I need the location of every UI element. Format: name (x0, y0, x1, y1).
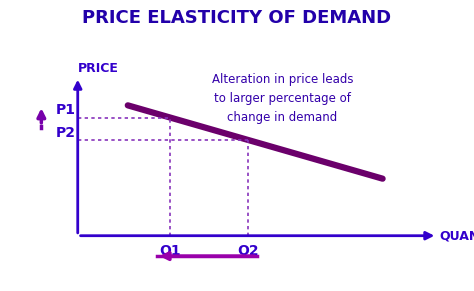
Text: Q2: Q2 (237, 244, 259, 258)
Text: P1: P1 (55, 102, 75, 117)
Text: P2: P2 (55, 125, 75, 140)
Text: Q1: Q1 (159, 244, 181, 258)
Text: PRICE: PRICE (78, 62, 118, 75)
Text: Alteration in price leads
to larger percentage of
change in demand: Alteration in price leads to larger perc… (212, 73, 353, 124)
Text: PRICE ELASTICITY OF DEMAND: PRICE ELASTICITY OF DEMAND (82, 9, 392, 27)
Text: QUANTITY: QUANTITY (439, 229, 474, 242)
